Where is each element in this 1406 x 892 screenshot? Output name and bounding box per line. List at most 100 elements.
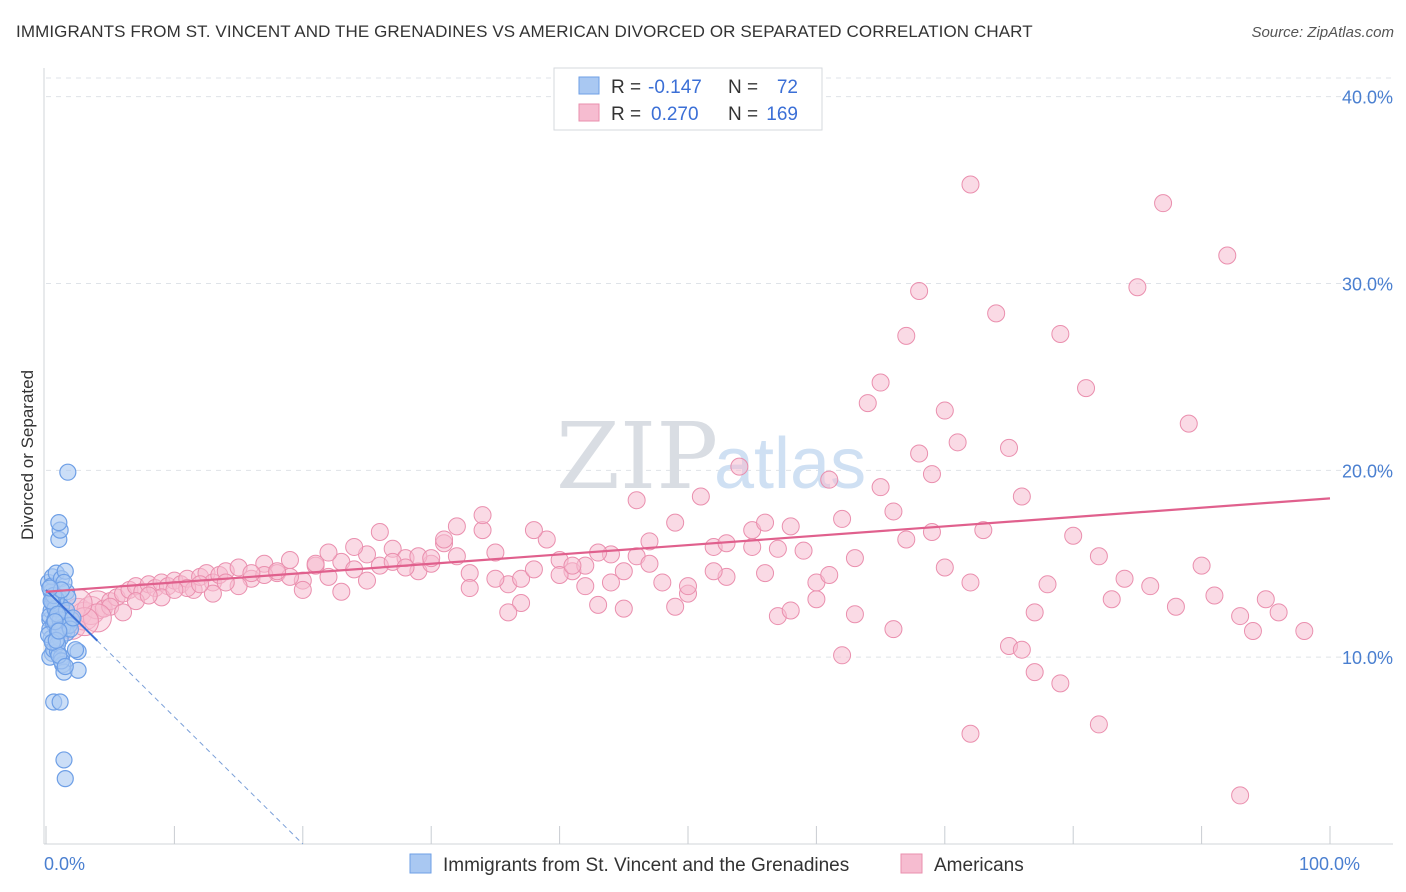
data-point-americans: [704, 562, 723, 581]
data-point-americans: [1256, 590, 1275, 609]
chart-title: IMMIGRANTS FROM ST. VINCENT AND THE GREN…: [16, 22, 1033, 41]
trend-line-immigrants: [45, 589, 99, 642]
legend-swatch-americans: [900, 853, 923, 874]
data-point-americans: [1205, 586, 1224, 605]
series-americans-points: [50, 175, 1314, 805]
data-point-americans: [858, 394, 877, 413]
trend-lines: [45, 497, 1331, 845]
trend-line-immigrants-extension: [97, 640, 304, 845]
legend-label-americans: Americans: [934, 855, 1024, 876]
data-point-americans: [473, 506, 492, 525]
data-point-americans: [1089, 715, 1108, 734]
data-point-americans: [935, 401, 954, 420]
data-point-americans: [1166, 597, 1185, 616]
y-axis-label: Divorced or Separated: [18, 370, 37, 540]
legend-label-immigrants: Immigrants from St. Vincent and the Gren…: [443, 855, 849, 876]
legend: Immigrants from St. Vincent and the Gren…: [409, 853, 1024, 876]
data-point-americans: [203, 584, 222, 603]
series-immigrants-points: [39, 463, 87, 788]
axes: [43, 68, 1393, 845]
stats-swatch-pink: [578, 103, 600, 122]
x-tick-label: 100.0%: [1299, 854, 1360, 874]
data-point-americans: [935, 558, 954, 577]
data-point-americans: [1231, 607, 1250, 626]
data-point-americans: [833, 646, 852, 665]
data-point-americans: [370, 522, 389, 541]
data-point-americans: [666, 513, 685, 532]
data-point-americans: [845, 605, 864, 624]
data-point-immigrants: [66, 641, 85, 659]
data-point-americans: [807, 590, 826, 609]
data-point-americans: [242, 564, 261, 583]
data-point-americans: [114, 603, 133, 622]
data-point-americans: [1102, 590, 1121, 609]
data-point-americans: [948, 433, 967, 452]
data-point-americans: [781, 601, 800, 620]
data-point-americans: [319, 543, 338, 562]
data-point-americans: [961, 175, 980, 194]
stats-box: R = -0.147 N = 72 R = 0.270 N = 169: [553, 67, 823, 131]
data-point-americans: [1064, 526, 1083, 545]
data-point-americans: [794, 541, 813, 560]
data-point-americans: [871, 373, 890, 392]
data-point-americans: [216, 573, 235, 592]
data-point-americans: [345, 537, 364, 556]
data-point-americans: [781, 517, 800, 536]
data-point-immigrants: [59, 463, 77, 481]
data-point-americans: [358, 571, 376, 590]
data-point-americans: [1295, 622, 1314, 641]
data-point-americans: [499, 603, 518, 622]
stats-n-label-pink: N =: [728, 104, 758, 125]
data-point-americans: [1192, 556, 1211, 575]
data-point-americans: [833, 509, 852, 528]
data-point-americans: [987, 304, 1006, 323]
stats-r-value-pink: 0.270: [651, 104, 699, 125]
data-point-americans: [1218, 246, 1237, 265]
data-point-americans: [730, 457, 749, 476]
data-point-americans: [563, 556, 582, 575]
data-point-americans: [1077, 379, 1096, 398]
legend-swatch-immigrants: [409, 853, 432, 874]
data-point-americans: [627, 491, 646, 510]
data-point-americans: [756, 564, 775, 583]
data-point-americans: [884, 620, 903, 639]
data-point-americans: [743, 537, 762, 556]
data-point-americans: [640, 532, 659, 551]
data-point-americans: [884, 502, 903, 521]
data-point-immigrants: [50, 514, 68, 532]
data-point-americans: [1051, 674, 1070, 693]
stats-swatch-blue: [578, 76, 600, 95]
data-point-americans: [524, 560, 543, 579]
data-point-americans: [1141, 577, 1160, 596]
data-point-americans: [191, 575, 210, 594]
tick-labels: 10.0% 20.0% 30.0% 40.0% 0.0% 100.0%: [44, 88, 1393, 874]
data-point-americans: [922, 465, 941, 484]
data-point-americans: [845, 549, 864, 568]
data-point-americans: [653, 573, 672, 592]
data-point-americans: [82, 603, 112, 633]
data-point-americans: [679, 577, 697, 596]
data-point-americans: [293, 580, 312, 599]
data-point-americans: [601, 573, 620, 592]
data-point-americans: [512, 593, 531, 612]
data-point-americans: [666, 597, 685, 616]
data-point-americans: [768, 539, 787, 558]
data-point-americans: [550, 565, 569, 584]
data-point-americans: [524, 521, 543, 540]
source-credit: Source: ZipAtlas.com: [1251, 24, 1394, 41]
data-point-americans: [396, 558, 415, 577]
data-point-americans: [756, 513, 775, 532]
stats-r-label-blue: R =: [611, 77, 641, 98]
stats-n-value-pink: 169: [766, 104, 798, 125]
data-point-americans: [460, 579, 479, 598]
data-point-americans: [1012, 640, 1031, 659]
data-point-americans: [1154, 194, 1173, 213]
data-point-americans: [1231, 786, 1250, 805]
data-point-americans: [974, 521, 993, 540]
data-point-americans: [139, 586, 158, 605]
data-point-americans: [614, 599, 633, 618]
data-point-americans: [1115, 569, 1134, 588]
data-point-americans: [576, 577, 595, 596]
data-point-americans: [537, 530, 556, 549]
data-point-americans: [820, 565, 839, 584]
